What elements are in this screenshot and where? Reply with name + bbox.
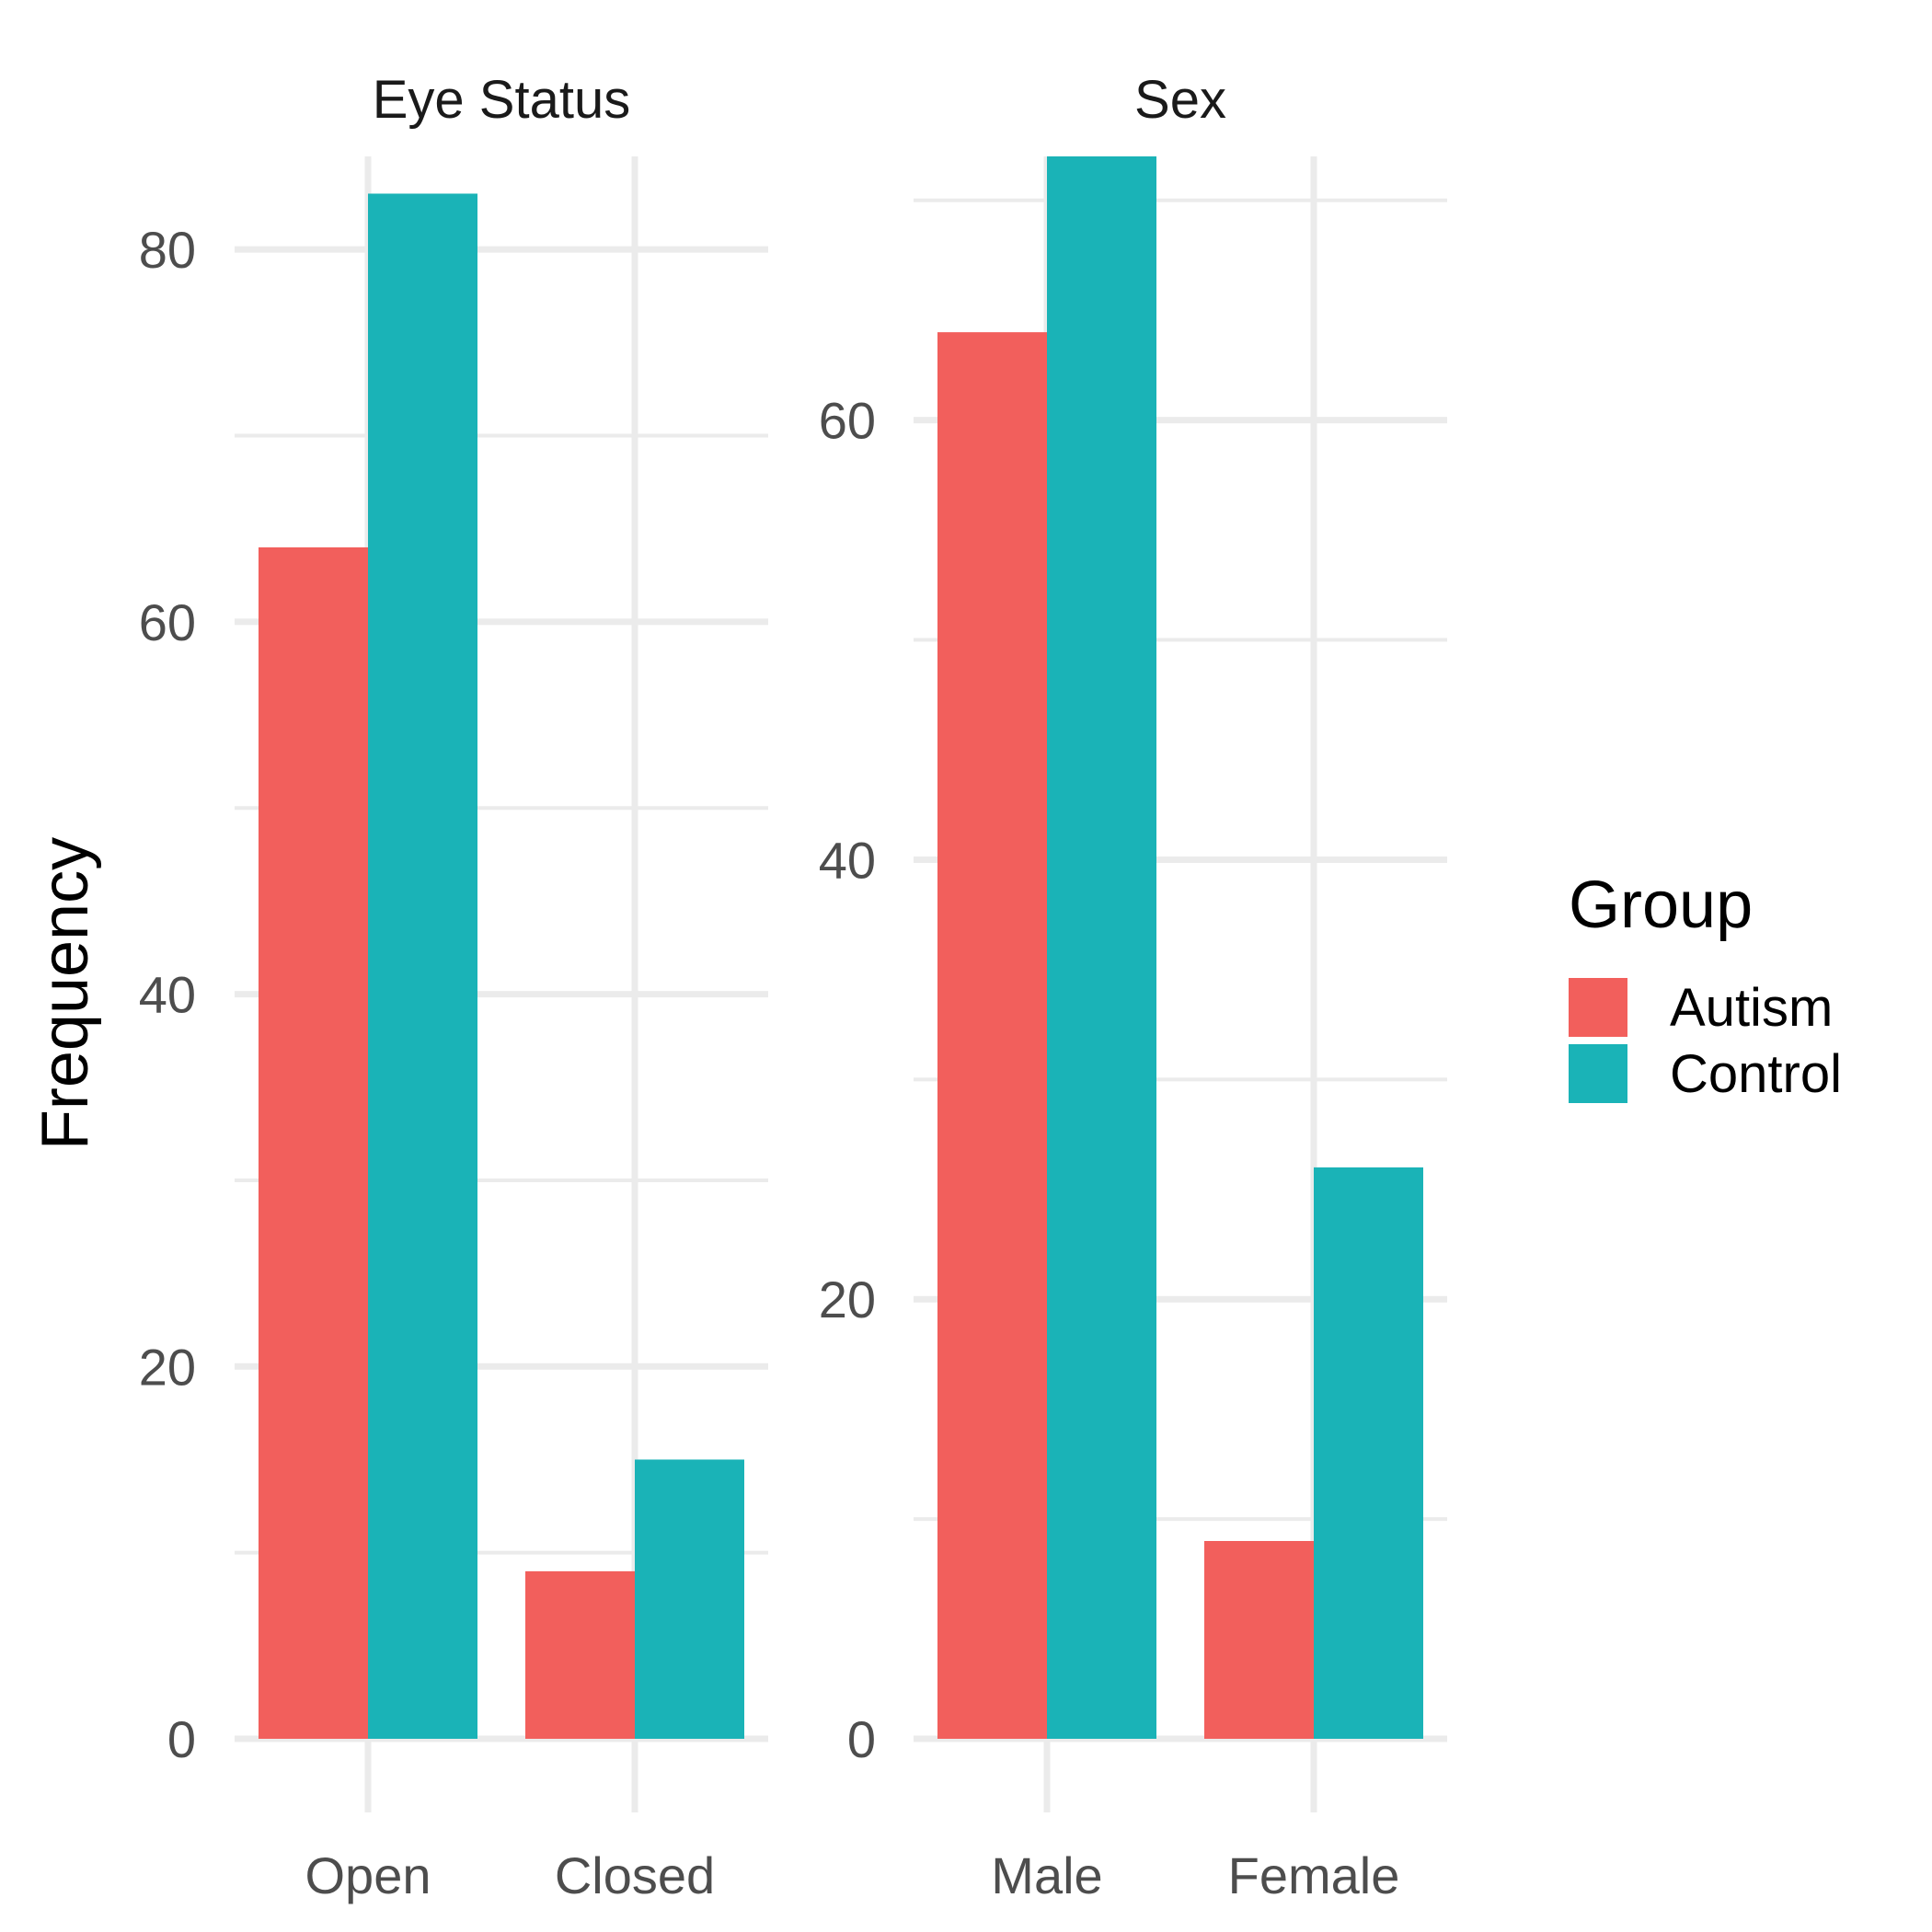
x-tick-label: Closed [555,1846,715,1904]
bar-autism-male [937,332,1047,1740]
y-axis-title: Frequency [29,837,102,1150]
y-tick-label: 20 [139,1338,196,1396]
facet-title: Sex [1134,70,1226,130]
y-tick-label: 20 [819,1271,876,1328]
y-tick-label: 60 [139,593,196,651]
bar-autism-open [259,546,368,1739]
bar-autism-female [1204,1541,1314,1739]
legend-label-autism: Autism [1670,978,1833,1038]
y-tick-label: 40 [139,966,196,1024]
panel-sex: 0 20 40 60 Male Female Sex [819,70,1447,1904]
x-tick-label: Open [305,1846,431,1904]
legend-title: Group [1569,868,1753,942]
bar-control-female [1314,1167,1423,1739]
bar-control-male [1047,156,1156,1739]
legend-key-autism [1569,978,1627,1037]
panel-eye-status: 0 20 40 60 80 Open Closed Eye Status [139,70,768,1904]
y-tick-label: 0 [167,1710,196,1768]
y-tick-label: 60 [819,392,876,450]
facet-title: Eye Status [373,70,630,130]
y-tick-label: 40 [819,831,876,889]
legend-key-control [1569,1044,1627,1103]
x-tick-label: Male [991,1846,1102,1904]
y-tick-label: 0 [847,1710,876,1768]
bar-control-closed [635,1459,744,1739]
x-tick-label: Female [1228,1846,1400,1904]
bar-control-open [368,193,477,1739]
bar-autism-closed [525,1570,635,1739]
legend-label-control: Control [1670,1044,1842,1104]
y-tick-label: 80 [139,221,196,279]
chart-panels: 0 20 40 60 80 Open Closed Eye Status 0 20 40 60 Male… [139,70,1447,1904]
